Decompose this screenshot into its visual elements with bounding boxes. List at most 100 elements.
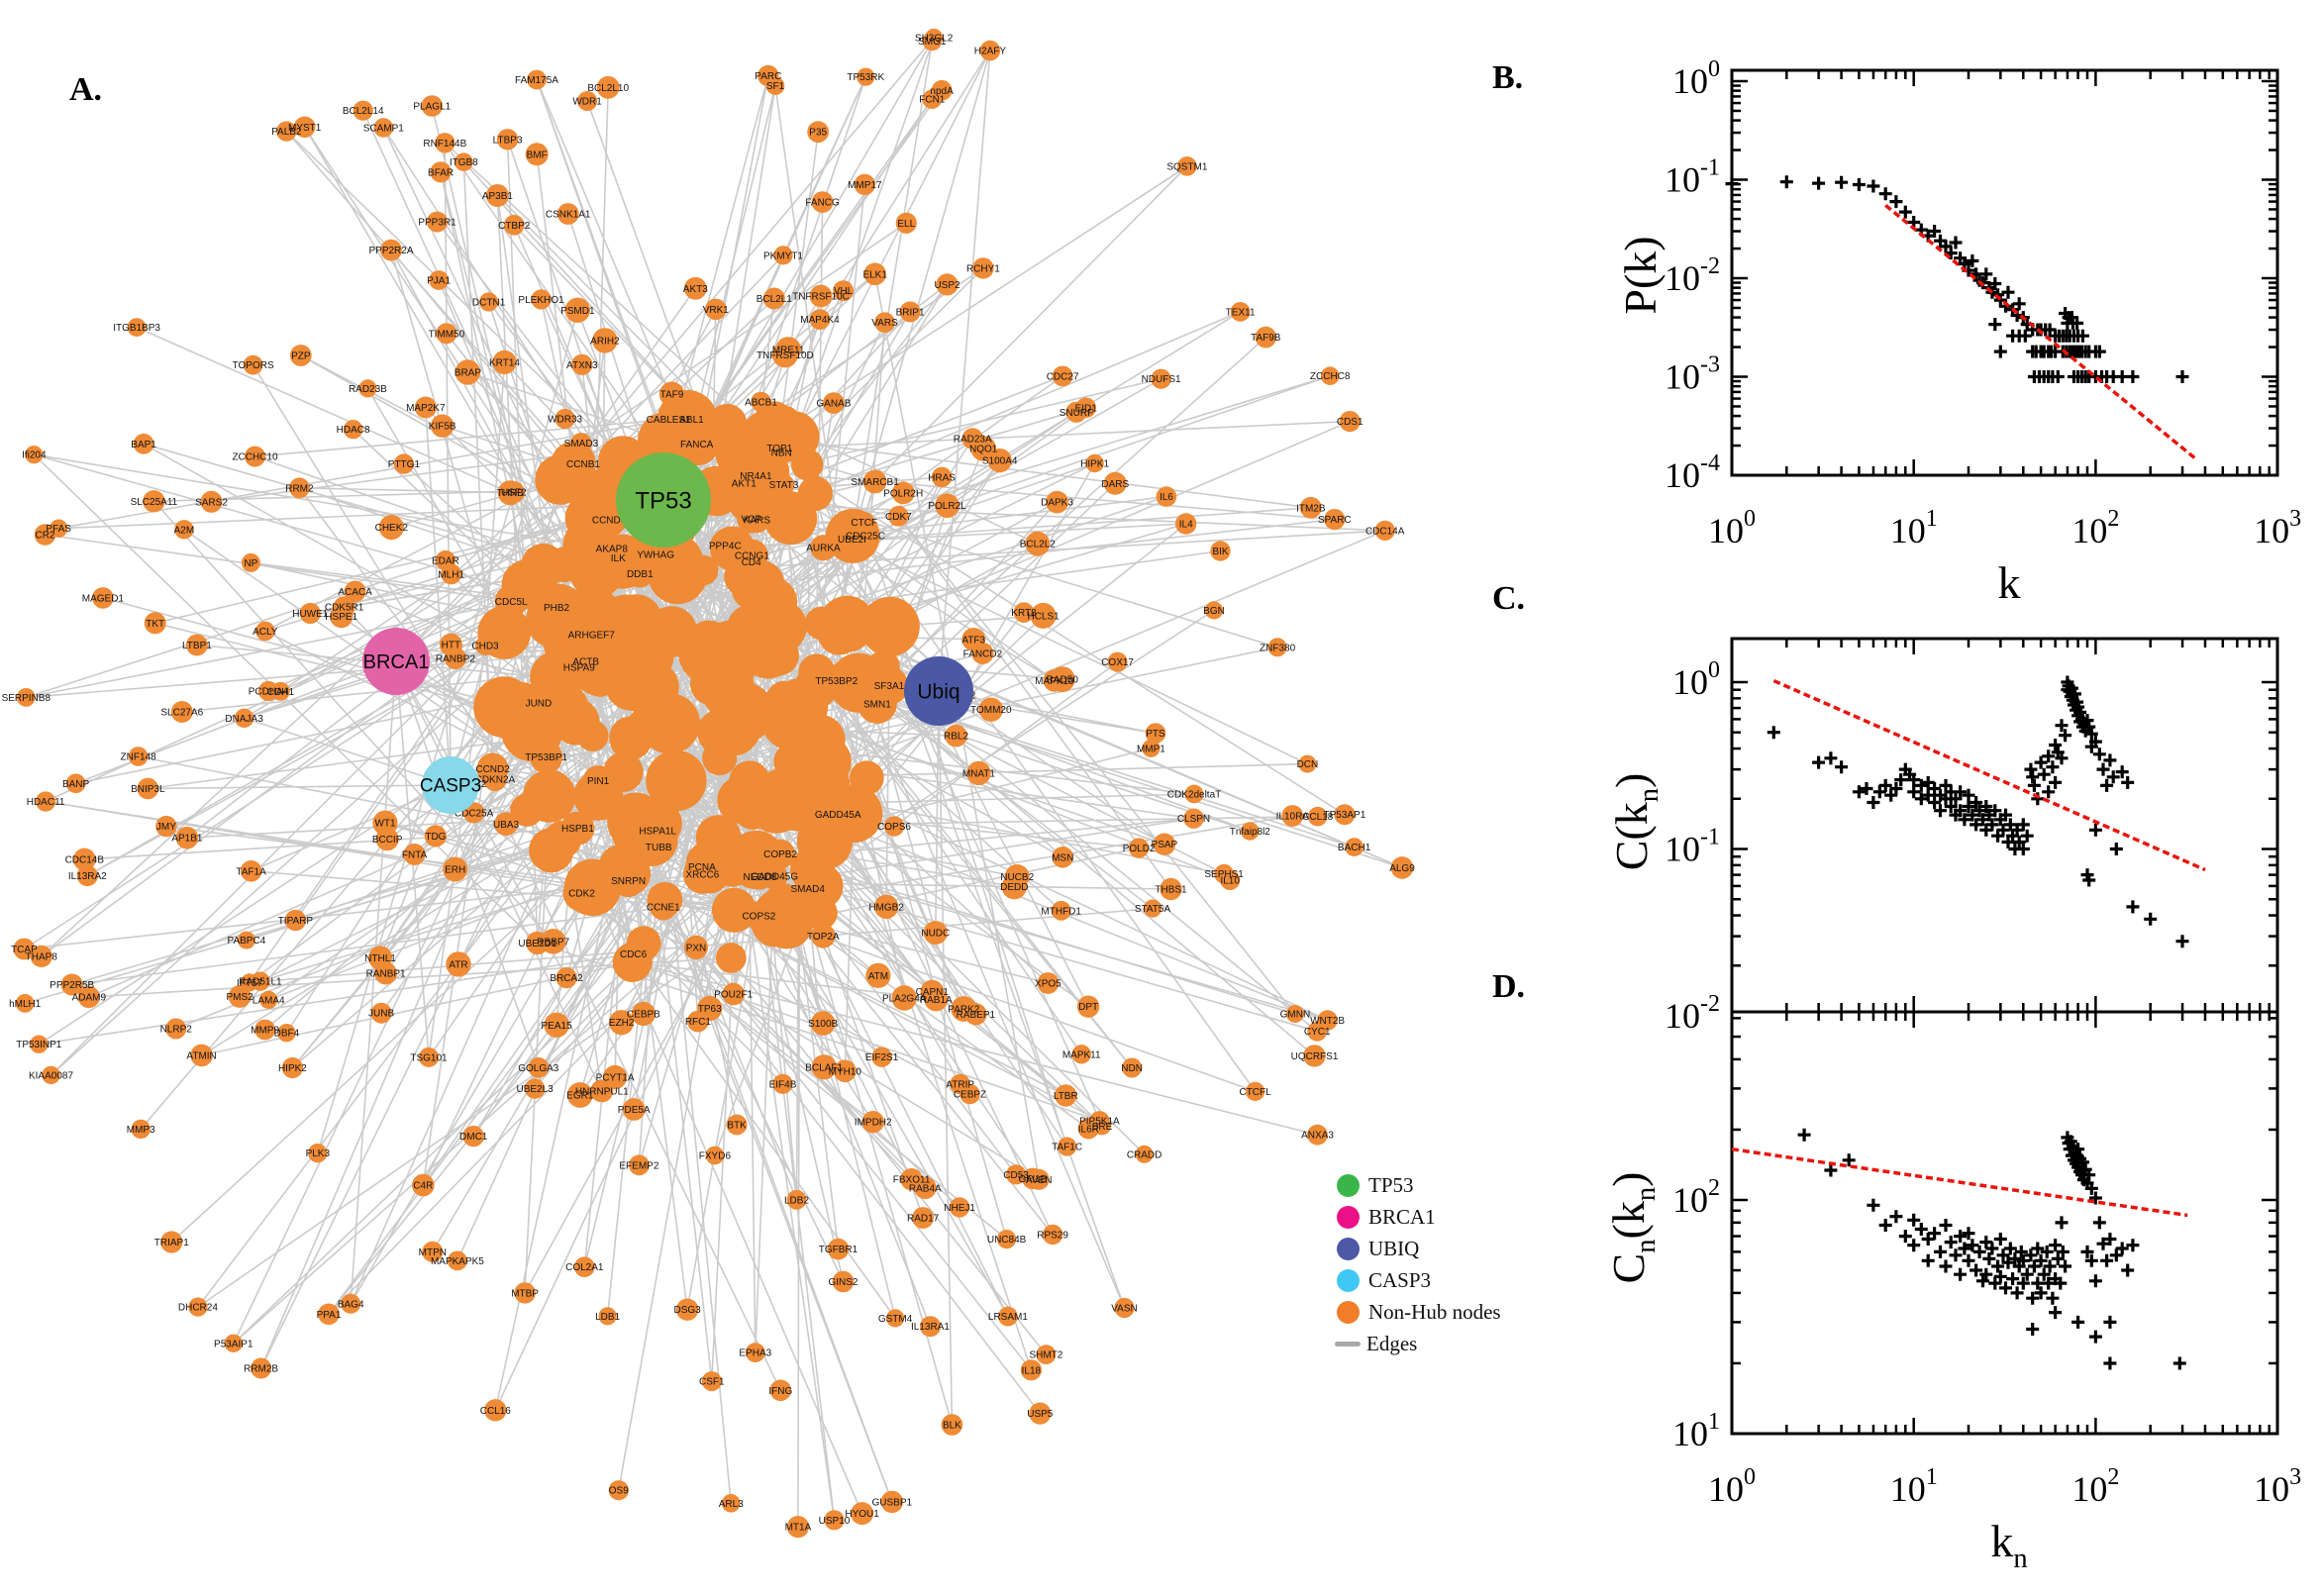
svg-text:LTBR: LTBR [1054,1091,1078,1102]
svg-text:UBE2L3: UBE2L3 [516,1084,554,1095]
network-edges [23,37,1403,1528]
svg-text:CEBPB: CEBPB [627,1010,660,1021]
ubiq-dot-icon [1337,1237,1360,1260]
svg-text:PTS: PTS [1146,729,1165,740]
svg-text:PXN: PXN [686,943,707,953]
svg-text:CCNG1: CCNG1 [735,550,769,561]
svg-text:KRT8: KRT8 [1011,608,1037,619]
svg-text:Tnfaip8l2: Tnfaip8l2 [1230,827,1271,838]
svg-text:TAF1A: TAF1A [236,866,266,877]
svg-text:FANCD2: FANCD2 [963,649,1003,660]
svg-text:CYC1: CYC1 [1304,1027,1331,1038]
network-legend: TP53 BRCA1 UBIQ CASP3 Non-Hub nodes Edges [1335,1169,1501,1359]
svg-text:MYST1: MYST1 [288,123,322,134]
svg-text:XPO5: XPO5 [1035,979,1061,990]
svg-text:DNAJA3: DNAJA3 [225,714,263,725]
svg-text:Cn(kn): Cn(kn) [1603,1172,1662,1284]
svg-text:101: 101 [1890,1464,1938,1509]
svg-text:ARHGEF7: ARHGEF7 [568,631,616,642]
svg-text:SMAD3: SMAD3 [564,439,599,449]
svg-text:hMLH1: hMLH1 [9,999,42,1010]
svg-text:P(k): P(k) [1615,236,1666,314]
svg-text:ZNF380: ZNF380 [1260,643,1296,653]
svg-text:TEX11: TEX11 [1226,307,1256,318]
svg-text:CCNE1: CCNE1 [647,902,680,913]
scatter-points-C [1767,675,2189,948]
svg-text:THAP8: THAP8 [26,951,58,962]
svg-text:TOPORS: TOPORS [233,360,274,371]
svg-text:DDB1: DDB1 [627,569,654,580]
svg-text:BCCIP: BCCIP [372,835,403,846]
svg-text:EGR1: EGR1 [566,1091,594,1102]
svg-text:MAPK10: MAPK10 [1035,676,1074,687]
svg-text:RPS29: RPS29 [1037,1230,1068,1241]
svg-text:GSTM4: GSTM4 [878,1314,913,1325]
legend-item-tp53: TP53 [1337,1169,1501,1201]
svg-text:AVEN: AVEN [1026,1175,1053,1186]
svg-text:MT1A: MT1A [785,1523,812,1534]
svg-text:TUBB: TUBB [646,843,672,853]
svg-text:100: 100 [1708,506,1756,550]
svg-text:10-1: 10-1 [1665,825,1720,869]
svg-text:SERPINB8: SERPINB8 [2,693,51,704]
svg-text:SPARC: SPARC [1318,515,1352,526]
svg-text:BLK: BLK [943,1421,961,1432]
svg-text:ABCB1: ABCB1 [745,397,777,408]
svg-text:SEPHS1: SEPHS1 [1204,869,1244,880]
svg-text:P35: P35 [809,128,827,139]
svg-text:CDC25A: CDC25A [454,808,494,819]
svg-text:HSPA1L: HSPA1L [639,826,676,837]
svg-text:AURKA: AURKA [806,544,841,554]
svg-text:10-2: 10-2 [1665,991,1720,1036]
svg-text:HYOU1: HYOU1 [845,1509,879,1520]
legend-item-nonhub: Non-Hub nodes [1337,1296,1501,1328]
svg-text:COX17: COX17 [1101,657,1134,668]
svg-text:RABEP1: RABEP1 [957,1010,996,1021]
svg-text:SQSTM1: SQSTM1 [1166,161,1208,172]
svg-text:PCDHA4: PCDHA4 [249,687,289,698]
svg-text:DPT: DPT [1078,1002,1098,1013]
svg-text:GFI1B: GFI1B [1018,1174,1047,1185]
svg-text:SF1: SF1 [766,81,785,92]
svg-text:kn: kn [1990,1516,2027,1574]
svg-text:SH3GL2: SH3GL2 [915,34,954,45]
svg-text:BMF: BMF [527,150,548,160]
svg-text:RAD23B: RAD23B [349,384,387,395]
legend-item-ubiq: UBIQ [1337,1233,1501,1264]
svg-text:ZCCHC10: ZCCHC10 [232,452,278,463]
svg-text:GUSBP1: GUSBP1 [872,1497,913,1508]
svg-text:NQO1: NQO1 [969,445,998,455]
svg-text:COPB2: COPB2 [763,849,797,860]
panel-c-label: C. [1492,580,1526,617]
svg-text:NBN: NBN [771,448,792,458]
svg-text:CDC5L: CDC5L [495,597,528,608]
svg-text:DSG3: DSG3 [673,1305,701,1316]
svg-text:TP63: TP63 [698,1004,722,1015]
svg-text:NP: NP [244,558,257,569]
svg-text:LDB2: LDB2 [784,1195,809,1206]
svg-text:HDAC11: HDAC11 [27,797,65,808]
svg-text:FANCA: FANCA [680,440,714,450]
svg-text:USF2: USF2 [501,488,527,499]
svg-text:HUWE1: HUWE1 [292,609,329,620]
svg-text:PABPC4: PABPC4 [228,936,266,947]
svg-text:CCL16: CCL16 [480,1406,512,1417]
svg-text:GADD45A: GADD45A [815,810,861,821]
svg-text:MSN: MSN [1052,852,1073,863]
svg-text:CSNK1A1: CSNK1A1 [546,210,591,221]
svg-text:TP53BP2: TP53BP2 [815,676,858,687]
svg-text:ZNF148: ZNF148 [121,752,157,763]
svg-text:HTT: HTT [442,641,460,651]
svg-text:THBS1: THBS1 [1155,885,1187,896]
svg-text:ATXN3: ATXN3 [566,360,598,371]
svg-text:TP53AP1: TP53AP1 [1323,810,1365,821]
svg-text:UBE2I: UBE2I [838,535,866,546]
legend-item-brca1: BRCA1 [1337,1201,1501,1233]
svg-text:CRADD: CRADD [1127,1149,1162,1160]
svg-text:10-2: 10-2 [1665,253,1720,298]
svg-text:100: 100 [1672,657,1720,702]
svg-text:NDN: NDN [1121,1063,1143,1074]
svg-text:GANAB: GANAB [816,399,851,410]
svg-text:NEDD8: NEDD8 [744,872,777,883]
